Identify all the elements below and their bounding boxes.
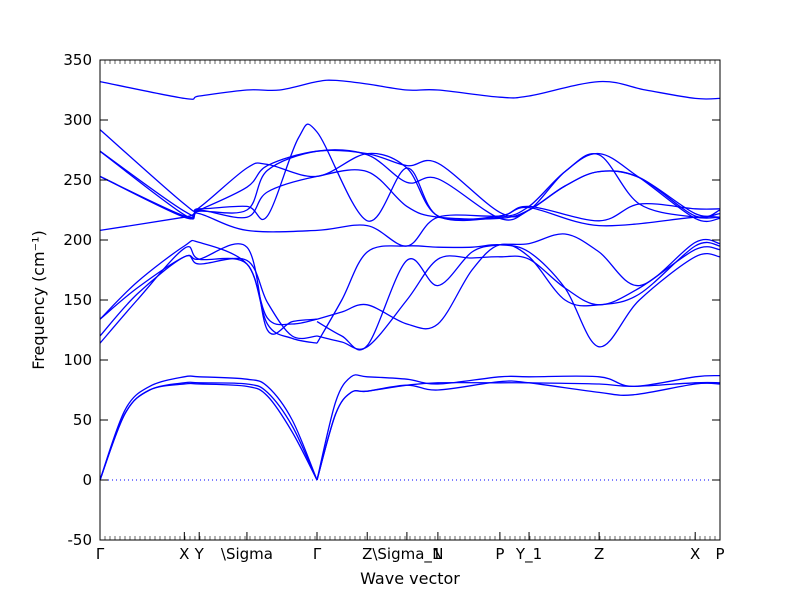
band-line-19 [99,150,721,222]
band-line-21 [99,79,721,100]
band-line-11 [316,244,721,348]
band-line-9 [99,243,318,335]
y-axis-ticks: -50 0 50 100 150 200 250 300 350 [63,51,720,549]
band-line-13 [316,241,721,330]
x-tick-label: Z [594,545,604,563]
x-tick-label: X [179,545,189,563]
x-tick-label: \Sigma_1 [372,545,441,564]
band-line-14 [316,233,721,351]
phonon-bands [99,79,721,481]
y-tick-label: 350 [63,51,92,69]
x-tick-label: Γ [313,545,322,563]
plot-frame [99,59,721,541]
band-line-6 [316,374,721,481]
x-tick-label: P [495,545,504,563]
y-tick-label: 100 [63,351,92,369]
band-line-17 [99,149,721,221]
band-line-18 [99,149,721,223]
band-line-8 [99,254,318,340]
y-axis-label: Frequency (cm⁻¹) [29,230,48,369]
y-tick-label: -50 [68,531,93,549]
band-line-12 [316,246,721,350]
band-line-10 [99,239,318,326]
y-tick-label: 200 [63,231,92,249]
x-tick-label: Y_1 [515,545,542,564]
x-tick-label: \Sigma [221,545,273,563]
band-line-16 [99,169,721,220]
band-line-20 [99,123,721,222]
band-line-15 [99,206,721,247]
band-line-4 [316,380,721,481]
y-tick-label: 0 [82,471,92,489]
band-line-2 [99,381,318,481]
x-axis-label: Wave vector [360,569,460,588]
band-line-5 [316,381,721,481]
x-tick-label: X [690,545,700,563]
band-line-7 [99,246,318,344]
y-tick-label: 50 [73,411,92,429]
x-tick-label: Z [362,545,372,563]
y-tick-label: 300 [63,111,92,129]
x-tick-label: Y [194,545,205,563]
band-line-3 [99,375,318,481]
x-tick-label: N [432,545,443,563]
x-axis-ticks: Γ X Y \Sigma Γ Z \Sigma_1N P Y_1 Z X P [96,60,725,564]
y-tick-label: 150 [63,291,92,309]
y-tick-label: 250 [63,171,92,189]
x-tick-label: P [715,545,724,563]
x-tick-label: Γ [96,545,105,563]
